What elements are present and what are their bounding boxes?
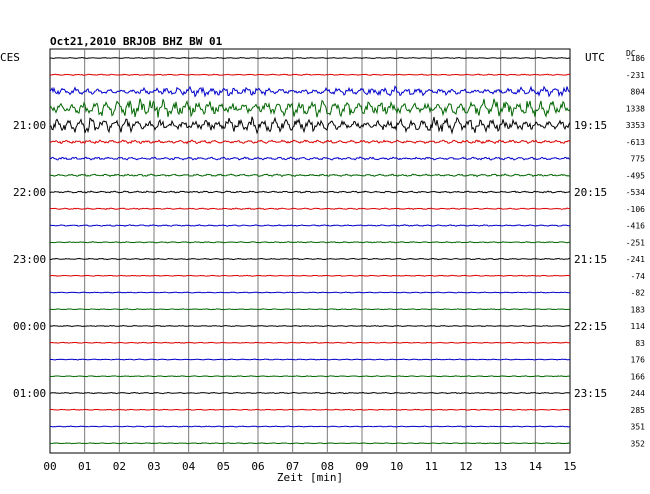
dc-value: -534 [626, 188, 645, 197]
x-tick-label: 02 [113, 460, 126, 473]
x-tick-label: 06 [251, 460, 264, 473]
trace-line [49, 341, 571, 344]
dc-value: 351 [631, 423, 646, 432]
trace-line [49, 85, 571, 98]
trace-line [49, 408, 571, 411]
x-tick-label: 11 [425, 460, 438, 473]
trace-line [49, 207, 571, 211]
trace-line [49, 425, 571, 428]
left-hour-label: 23:00 [13, 253, 46, 266]
dc-values: -186 -231 804 1338 3353 -613 775 -495 -534 -106 -4… [626, 54, 645, 448]
dc-value: -241 [626, 255, 645, 264]
trace-line [49, 190, 571, 194]
x-tick-label: 15 [563, 460, 576, 473]
right-hour-label: 23:15 [574, 387, 607, 400]
dc-value: 1338 [626, 104, 645, 113]
x-tick-label: 14 [529, 460, 543, 473]
x-tick-label: 10 [390, 460, 403, 473]
left-hour-label: 01:00 [13, 387, 46, 400]
dc-value: 804 [631, 88, 646, 97]
trace-line [49, 257, 571, 261]
left-hour-labels: 21:00 22:00 23:00 00:00 01:00 [13, 119, 46, 400]
left-hour-label: 21:00 [13, 119, 46, 132]
x-tick-label: 00 [43, 460, 56, 473]
dc-value: 183 [631, 305, 646, 314]
trace-line [49, 442, 571, 445]
left-hour-label: 22:00 [13, 186, 46, 199]
trace-line [49, 116, 571, 135]
trace-line [49, 241, 571, 244]
x-tick-label: 01 [78, 460, 91, 473]
dc-label: DC [626, 49, 636, 58]
dc-value: 83 [635, 339, 645, 348]
trace-line [49, 291, 571, 294]
trace-line [49, 308, 571, 311]
plot-frame [49, 48, 571, 454]
dc-value: -613 [626, 138, 645, 147]
dc-value: -82 [631, 289, 646, 298]
dc-value: 285 [631, 406, 646, 415]
dc-value: 3353 [626, 121, 645, 130]
dc-value: 166 [631, 372, 646, 381]
x-tick-label: 12 [459, 460, 472, 473]
left-hour-label: 00:00 [13, 320, 46, 333]
x-tick-label: 05 [217, 460, 230, 473]
trace-line [49, 324, 571, 328]
trace-line [49, 173, 571, 178]
right-hour-label: 22:15 [574, 320, 607, 333]
trace-line [49, 375, 571, 378]
x-tick-label: 13 [494, 460, 507, 473]
dc-value: 775 [631, 155, 646, 164]
trace-line [49, 224, 571, 227]
trace-line [49, 73, 571, 76]
trace-line [49, 358, 571, 361]
trace-line [49, 391, 571, 395]
dc-value: 114 [631, 322, 646, 331]
x-tick-labels: 00 01 02 03 04 05 06 07 08 09 10 11 12 13 14 15 [43, 460, 576, 473]
trace-line [50, 274, 571, 277]
trace-line [49, 139, 571, 145]
dc-value: 176 [631, 356, 646, 365]
x-tick-label: 03 [147, 460, 160, 473]
dc-value: -74 [631, 272, 646, 281]
right-axis-label: UTC [585, 51, 605, 64]
dc-value: -106 [626, 205, 645, 214]
x-tick-label: 04 [182, 460, 196, 473]
right-hour-label: 20:15 [574, 186, 607, 199]
dc-value: -416 [626, 222, 645, 231]
left-axis-label: CES [0, 51, 20, 64]
chart-title: Oct21,2010 BRJOB BHZ BW 01 [50, 35, 223, 48]
x-tick-label: 08 [321, 460, 334, 473]
dc-value: -186 [626, 54, 645, 63]
x-tick-label: 09 [355, 460, 368, 473]
dc-value: 244 [631, 389, 646, 398]
dc-value: 352 [631, 439, 646, 448]
dc-value: -231 [626, 71, 645, 80]
right-hour-labels: 19:15 20:15 21:15 22:15 23:15 [574, 119, 607, 400]
trace-line [49, 56, 571, 60]
grid [49, 48, 571, 454]
x-axis-label: Zeit [min] [277, 471, 343, 484]
traces [49, 56, 571, 445]
right-hour-label: 19:15 [574, 119, 607, 132]
trace-line [49, 156, 571, 161]
dc-value: -495 [626, 171, 645, 180]
x-tick-label: 07 [286, 460, 299, 473]
dc-value: -251 [626, 238, 645, 247]
trace-line [49, 98, 571, 118]
right-hour-label: 21:15 [574, 253, 607, 266]
